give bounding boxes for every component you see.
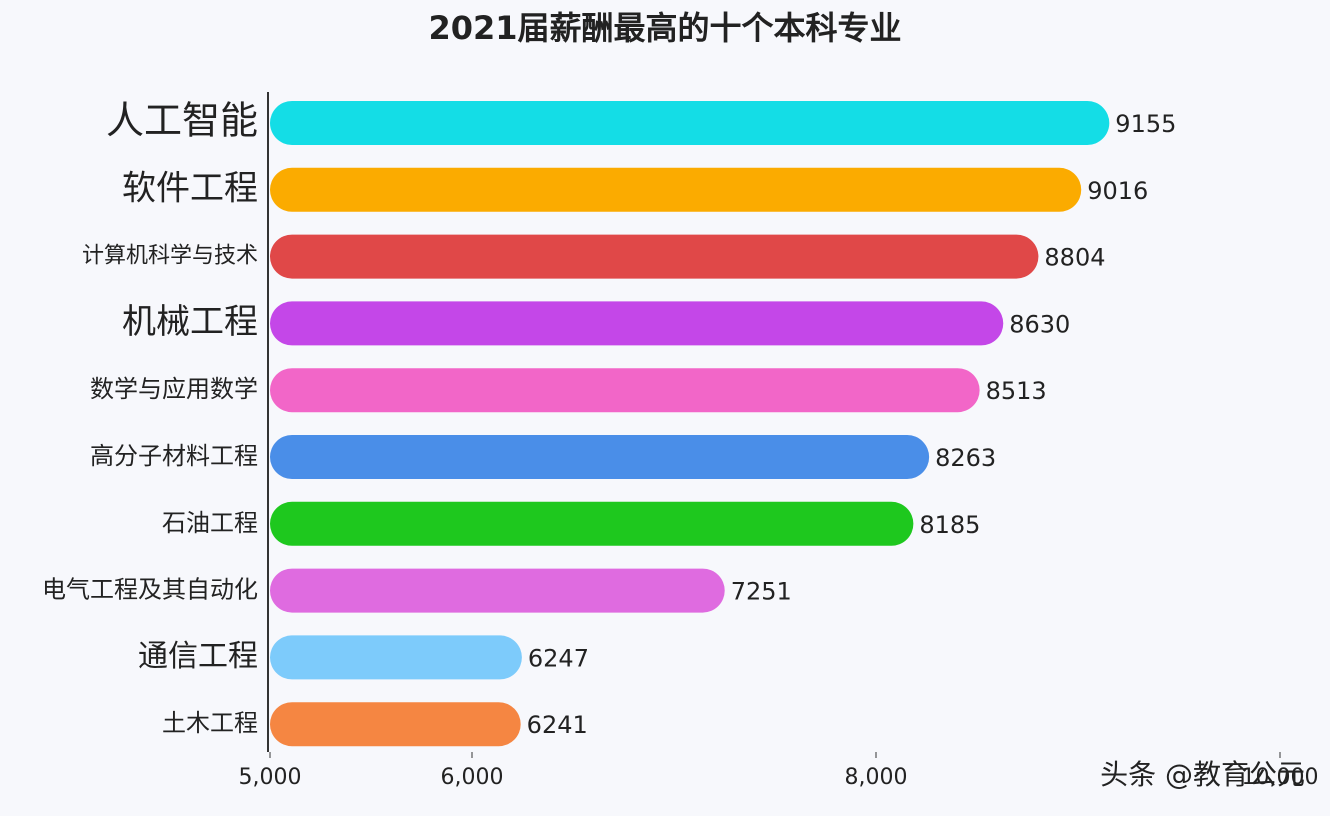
value-label: 8263	[935, 444, 996, 472]
y-tick-label: 数学与应用数学	[90, 375, 258, 403]
value-label: 8804	[1044, 244, 1105, 272]
bar	[270, 301, 1004, 346]
bar	[270, 167, 1082, 212]
x-tick-label: 6,000	[441, 765, 504, 790]
bar	[270, 501, 914, 546]
watermark: 头条 @教育公元	[1100, 758, 1305, 791]
y-tick-label: 电气工程及其自动化	[42, 576, 258, 604]
bar	[270, 635, 522, 680]
y-tick-label: 软件工程	[122, 168, 258, 208]
bar	[270, 435, 930, 479]
y-tick-label: 人工智能	[106, 99, 258, 143]
value-label: 8513	[986, 377, 1047, 405]
bar	[270, 101, 1110, 145]
bar	[270, 368, 980, 413]
y-tick-label: 石油工程	[162, 509, 258, 537]
y-tick-label: 机械工程	[122, 302, 258, 342]
value-label: 6247	[528, 644, 589, 672]
bar	[270, 568, 725, 613]
value-label: 8185	[919, 511, 980, 539]
y-tick-label: 土木工程	[162, 709, 258, 737]
y-tick-label: 计算机科学与技术	[82, 244, 258, 269]
value-label: 9016	[1087, 177, 1148, 205]
x-tick-label: 5,000	[239, 765, 302, 790]
value-label: 9155	[1115, 110, 1176, 138]
bar	[270, 234, 1039, 279]
value-label: 7251	[731, 578, 792, 606]
y-tick-label: 高分子材料工程	[90, 442, 258, 470]
chart-title: 2021届薪酬最高的十个本科专业	[428, 9, 901, 47]
bar	[270, 702, 521, 747]
y-tick-label: 通信工程	[138, 639, 258, 674]
x-tick-label: 10,000	[1242, 765, 1319, 790]
value-label: 8630	[1009, 310, 1070, 338]
x-tick-label: 8,000	[845, 765, 908, 790]
value-label: 6241	[527, 711, 588, 739]
